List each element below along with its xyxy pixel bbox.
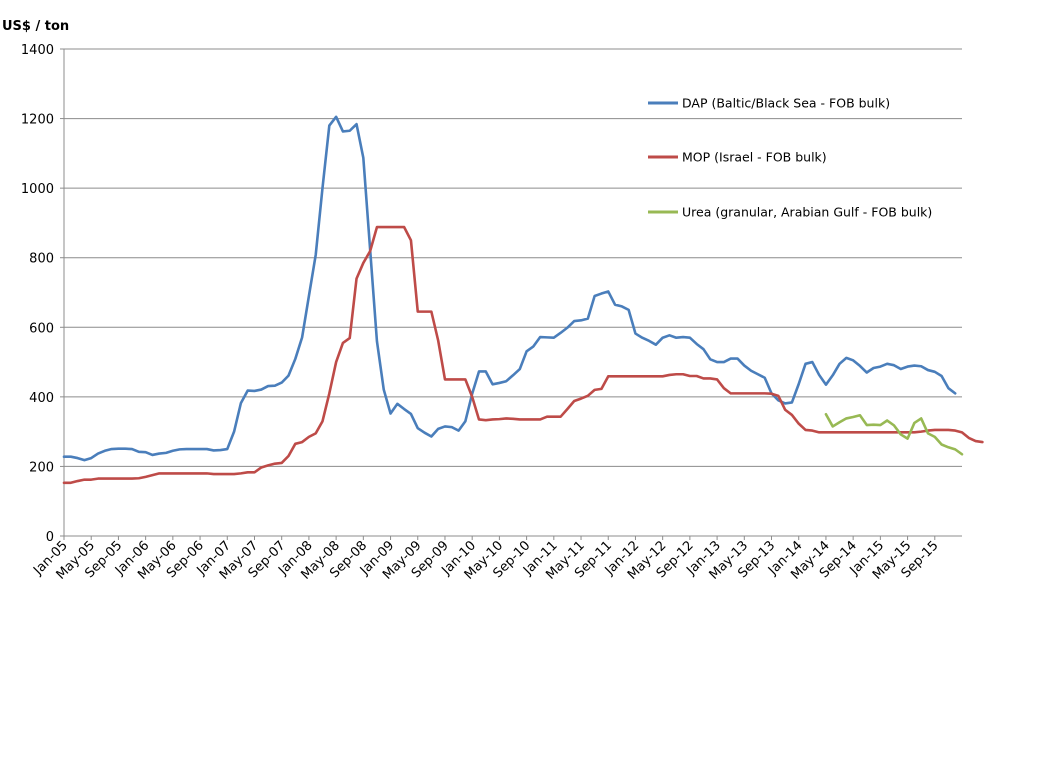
legend-label: DAP (Baltic/Black Sea - FOB bulk)	[682, 96, 890, 111]
y-axis-tick-labels: 0 200 400 600 800 1000 1200 1400	[21, 43, 54, 545]
y-axis-title: US$ / ton	[2, 19, 69, 34]
legend: DAP (Baltic/Black Sea - FOB bulk) MOP (Is…	[648, 96, 932, 220]
y-tick-label: 1400	[21, 43, 54, 58]
legend-label: MOP (Israel - FOB bulk)	[682, 150, 827, 165]
y-tick-label: 1000	[21, 182, 54, 197]
series-line-0	[62, 115, 957, 462]
y-tick-label: 1200	[21, 113, 54, 128]
gridlines	[64, 48, 962, 467]
y-tick-label: 0	[46, 530, 54, 545]
y-tick-label: 400	[29, 391, 54, 406]
series-line-2	[824, 412, 964, 456]
legend-label: Urea (granular, Arabian Gulf - FOB bulk)	[682, 205, 932, 220]
y-tick-label: 200	[29, 460, 54, 475]
series-line-1	[62, 225, 984, 485]
series-lines	[62, 115, 984, 485]
x-axis-tick-labels: Jan-05May-05Sep-05Jan-06May-06Sep-06Jan-…	[30, 536, 942, 583]
axes	[60, 48, 962, 537]
y-tick-label: 800	[29, 252, 54, 267]
y-tick-label: 600	[29, 321, 54, 336]
